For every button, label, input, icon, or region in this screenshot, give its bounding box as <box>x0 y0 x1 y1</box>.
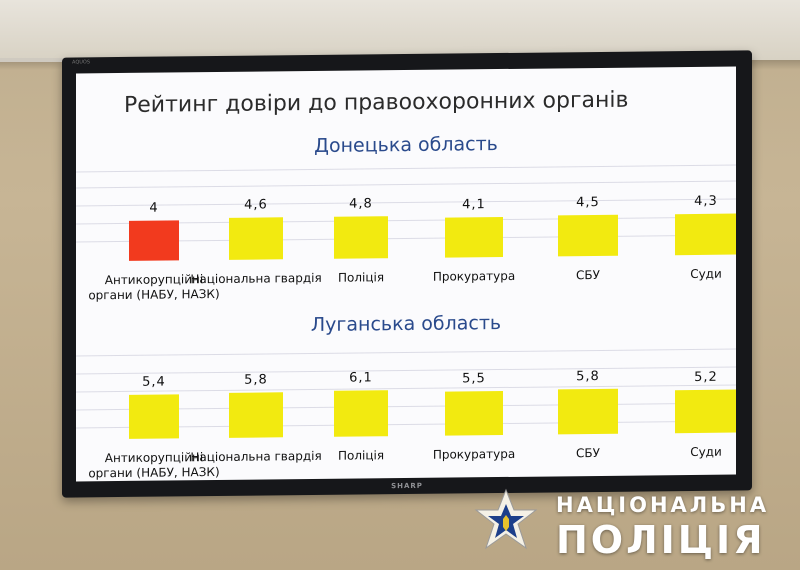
bar-value-label: 4,6 <box>244 197 268 213</box>
watermark-line1: НАЦІОНАЛЬНА <box>556 493 770 517</box>
bar-value-label: 5,2 <box>694 369 718 385</box>
grid-line <box>76 164 736 173</box>
bar-value-label: 6,1 <box>349 370 373 386</box>
bar-group: 4,8 Поліція <box>311 188 411 285</box>
bar-value-label: 5,4 <box>142 374 166 390</box>
wall-cable <box>0 58 110 62</box>
bar-group: 5,2 Суди <box>656 362 736 459</box>
bar-group: 5,8 Національна гвардія <box>190 367 321 464</box>
bar-value-label: 4,1 <box>462 197 486 213</box>
bar <box>229 217 283 260</box>
bar <box>229 392 283 438</box>
bar <box>558 214 618 257</box>
bar-group: 4,3 Суди <box>656 184 736 281</box>
bar-value-label: 4,5 <box>576 194 600 211</box>
bar-group: 4 Антикорупційні органи (НАБУ, НАЗК) <box>88 190 219 303</box>
bar-group: 4,1 Прокуратура <box>424 187 524 284</box>
police-star-icon <box>474 488 538 550</box>
grid-line <box>76 348 736 357</box>
bar-group: 5,4 Антикорупційні органи (НАБУ, НАЗК) <box>88 368 219 481</box>
bar-category-label: Суди <box>690 266 722 282</box>
tv-monitor: AQUOS Рейтинг довіри до правоохоронних о… <box>62 50 752 498</box>
bar-value-label: 5,8 <box>244 372 268 388</box>
region-title-donetsk: Донецька область <box>314 133 498 157</box>
bar-value-label: 5,5 <box>462 371 486 387</box>
bar <box>558 388 618 435</box>
grid-line <box>76 180 736 189</box>
bar <box>675 213 736 256</box>
bar-category-label: Суди <box>690 444 722 460</box>
bar <box>334 390 388 437</box>
bar <box>129 220 179 261</box>
bar <box>675 389 736 434</box>
bar <box>445 216 503 258</box>
bar-group: 4,5 СБУ <box>538 186 638 282</box>
slide-title: Рейтинг довіри до правоохоронних органів <box>124 87 629 118</box>
tv-screen: Рейтинг довіри до правоохоронних органів… <box>76 66 736 482</box>
bar <box>445 390 503 436</box>
bar <box>334 216 388 259</box>
region-title-luhansk: Луганська область <box>310 312 502 337</box>
watermark-line2: ПОЛІЦІЯ <box>556 518 766 562</box>
bar-value-label: 4 <box>149 200 159 216</box>
bar-group: 4,6 Національна гвардія <box>190 189 321 286</box>
bar-group: 5,5 Прокуратура <box>424 365 524 462</box>
bar-group: 6,1 Поліція <box>311 366 411 463</box>
bar-value-label: 4,8 <box>349 196 373 212</box>
wall-background <box>0 0 800 60</box>
bar <box>129 394 179 439</box>
bar-value-label: 5,8 <box>576 368 600 385</box>
rating-bars: 4 Антикорупційні органи (НАБУ, НАЗК) 4,6 На… <box>76 67 736 480</box>
bar-value-label: 4,3 <box>694 193 718 209</box>
tv-brand-label: SHARP <box>391 481 423 491</box>
tv-top-label: AQUOS <box>72 59 91 66</box>
bar-group: 5,8 СБУ <box>538 364 638 460</box>
